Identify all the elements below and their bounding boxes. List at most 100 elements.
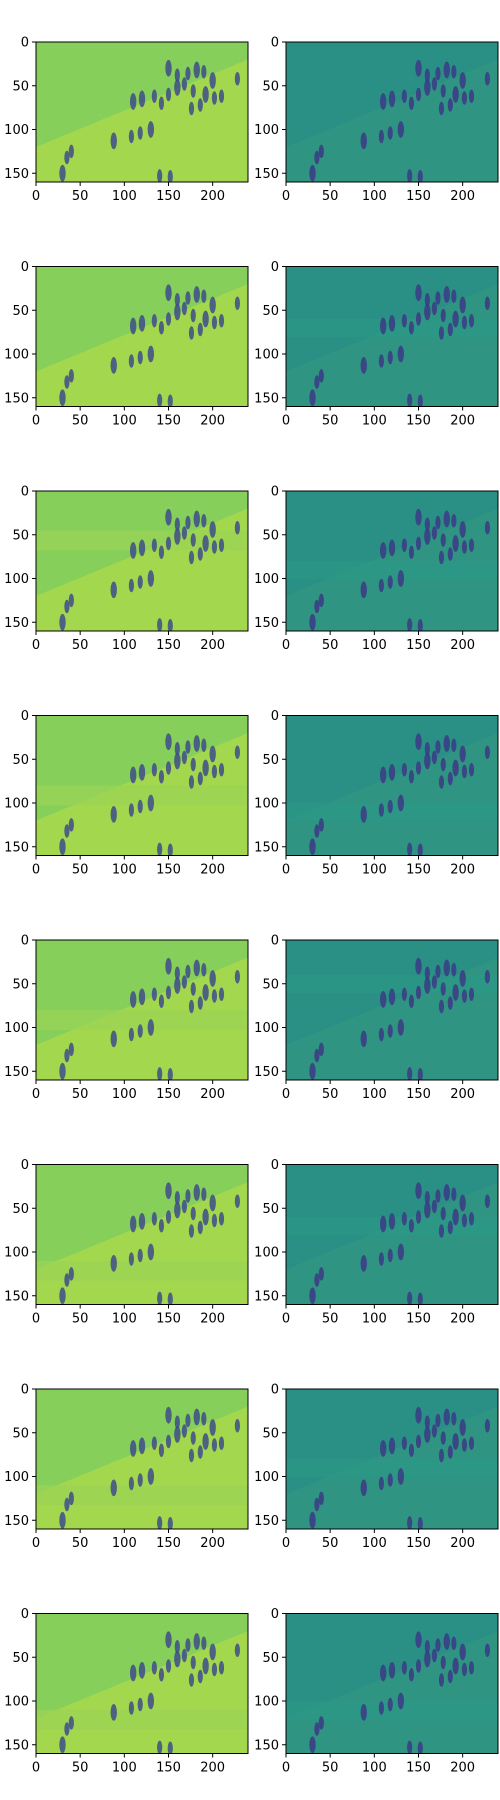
figure-silhouette — [174, 528, 181, 545]
figure-silhouette — [147, 121, 155, 138]
figure-silhouette — [165, 87, 172, 102]
x-tick-label: 0 — [282, 1536, 290, 1551]
figure-silhouette — [202, 1208, 209, 1226]
figure-silhouette — [201, 738, 207, 753]
figure-silhouette — [379, 93, 387, 110]
figure-silhouette — [218, 538, 225, 553]
y-tick-label: 150 — [4, 391, 29, 406]
figure-silhouette — [461, 764, 468, 779]
axes-frame — [35, 939, 249, 1081]
figure-silhouette — [211, 1438, 218, 1452]
figure-silhouette — [174, 1415, 180, 1430]
figure-silhouette — [64, 1273, 70, 1287]
figure-silhouette — [128, 354, 134, 368]
figure-silhouette — [424, 977, 431, 994]
figure-silhouette — [167, 1516, 173, 1529]
x-tick-label: 0 — [32, 1761, 40, 1776]
x-tick-label: 150 — [406, 189, 431, 204]
y-tick-label: 100 — [254, 123, 279, 138]
panel-r3-left: 0 50 100 150 200 0 50 100 150 — [4, 485, 249, 653]
x-tick-label: 100 — [112, 414, 137, 429]
figure-silhouette — [193, 510, 200, 528]
y-tick-label: 0 — [271, 1607, 279, 1622]
figure-silhouette — [484, 1194, 490, 1209]
axes-frame — [285, 490, 499, 632]
figure-silhouette — [309, 1511, 316, 1529]
figure-silhouette — [415, 87, 422, 102]
figure-silhouette — [167, 169, 173, 182]
figure-silhouette — [309, 1736, 316, 1754]
figure-silhouette — [309, 164, 316, 182]
figure-silhouette — [165, 1434, 172, 1449]
figure-silhouette — [181, 1424, 187, 1438]
panel-r7-right: 0 50 100 150 200 0 50 100 150 — [254, 1383, 499, 1551]
figure-silhouette — [68, 818, 74, 832]
figure-silhouette — [378, 1252, 384, 1266]
figure-silhouette — [174, 966, 180, 981]
panel-image — [286, 940, 498, 1080]
figure-silhouette — [59, 164, 66, 182]
figure-silhouette — [218, 1211, 225, 1226]
figure-silhouette — [165, 733, 172, 751]
figure-silhouette — [128, 1252, 134, 1266]
figure-silhouette — [424, 1201, 431, 1219]
x-tick-label: 150 — [156, 414, 181, 429]
figure-silhouette — [209, 1194, 216, 1212]
x-tick-label: 200 — [200, 414, 225, 429]
figure-silhouette — [151, 1660, 157, 1675]
x-tick-label: 0 — [32, 189, 40, 204]
x-tick-label: 100 — [362, 1761, 387, 1776]
figure-silhouette — [137, 126, 143, 140]
x-tick-label: 150 — [156, 189, 181, 204]
figure-silhouette — [468, 1660, 475, 1675]
figure-silhouette — [435, 1638, 441, 1652]
y-tick-label: 0 — [271, 709, 279, 724]
figure-silhouette — [431, 750, 437, 765]
panel-image — [36, 42, 248, 182]
x-tick-label: 200 — [200, 1761, 225, 1776]
panel-r5-left: 0 50 100 150 200 0 50 100 150 — [4, 934, 249, 1102]
figure-silhouette — [424, 292, 430, 307]
figure-silhouette — [68, 1042, 74, 1057]
x-tick-label: 100 — [112, 638, 137, 653]
figure-silhouette — [174, 517, 180, 532]
figure-silhouette — [484, 71, 490, 86]
axes-frame — [285, 939, 499, 1081]
figure-silhouette — [137, 1697, 143, 1712]
figure-silhouette — [190, 1655, 196, 1670]
x-tick-label: 150 — [406, 863, 431, 878]
figure-silhouette — [147, 794, 155, 812]
figure-silhouette — [440, 84, 446, 98]
panel-image — [286, 491, 498, 631]
figure-silhouette — [388, 315, 396, 332]
panel-r7-left: 0 50 100 150 200 0 50 100 150 — [4, 1383, 249, 1551]
y-tick-label: 150 — [254, 1065, 279, 1080]
figure-silhouette — [417, 843, 423, 856]
axes-frame — [35, 1388, 249, 1530]
axes-frame — [285, 266, 499, 407]
figure-silhouette — [407, 169, 413, 182]
x-tick-label: 150 — [156, 638, 181, 653]
panel-image — [286, 266, 498, 407]
figure-silhouette — [309, 1287, 316, 1305]
image-artifact — [36, 785, 248, 806]
figure-silhouette — [397, 1692, 405, 1710]
figure-silhouette — [157, 1291, 163, 1305]
figure-silhouette — [158, 994, 165, 1009]
figure-silhouette — [157, 169, 163, 182]
figure-silhouette — [468, 987, 475, 1002]
y-tick-label: 50 — [12, 528, 29, 543]
figure-silhouette — [435, 515, 441, 530]
figure-silhouette — [188, 1673, 195, 1687]
figure-silhouette — [147, 1019, 155, 1036]
figure-silhouette — [201, 962, 207, 977]
x-tick-label: 0 — [32, 1087, 40, 1102]
figure-silhouette — [408, 96, 415, 111]
figure-silhouette — [461, 1438, 468, 1452]
figure-silhouette — [64, 375, 70, 389]
figure-silhouette — [138, 1213, 146, 1230]
figure-silhouette — [165, 1659, 172, 1673]
x-tick-label: 100 — [112, 1536, 137, 1551]
figure-silhouette — [181, 301, 187, 316]
figure-silhouette — [443, 959, 450, 977]
